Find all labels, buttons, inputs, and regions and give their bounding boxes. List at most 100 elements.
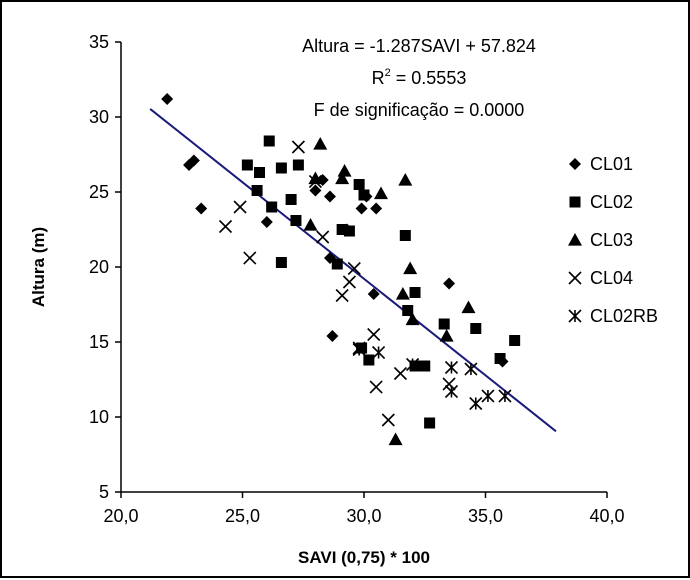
r-squared-prefix: R: [372, 68, 385, 88]
data-point-cl02: [275, 162, 287, 174]
data-point-cl02: [409, 287, 421, 298]
data-point-cl03: [388, 432, 403, 446]
data-point-cl01: [326, 330, 339, 342]
series-cl04: [218, 140, 456, 427]
legend-marker-cl02rb: [568, 309, 582, 323]
y-tick-label: 5: [99, 482, 109, 502]
data-point-cl02: [254, 167, 266, 178]
legend-item-cl04: CL04: [568, 268, 633, 288]
data-point-cl02: [438, 318, 450, 330]
r-squared-label: R2 = 0.5553: [372, 67, 467, 88]
data-point-cl04: [347, 261, 361, 276]
data-points: [161, 93, 521, 446]
data-point-cl02: [343, 225, 355, 237]
data-point-cl02rb: [372, 345, 386, 360]
data-point-cl02: [353, 179, 365, 190]
data-point-cl04: [442, 377, 456, 391]
data-point-cl04: [335, 288, 349, 303]
data-point-cl02rb: [469, 396, 483, 411]
data-point-cl03: [403, 261, 418, 275]
legend-item-cl02: CL02: [569, 192, 633, 212]
y-tick-label: 35: [89, 32, 109, 52]
data-point-cl04: [316, 230, 330, 244]
data-point-cl01: [187, 154, 200, 167]
data-point-cl04: [233, 200, 247, 214]
series-cl03: [303, 137, 476, 446]
legend-label-cl02: CL02: [590, 192, 633, 212]
data-point-cl03: [313, 137, 328, 150]
data-point-cl02rb: [406, 357, 420, 372]
legend-marker-cl01: [569, 158, 581, 170]
data-point-cl03: [461, 300, 476, 314]
data-point-cl02: [266, 201, 278, 213]
regression-annotation: Altura = -1.287SAVI + 57.824 R2 = 0.5553…: [302, 36, 536, 120]
data-point-cl01: [309, 184, 322, 197]
data-point-cl02: [419, 360, 431, 372]
legend-marker-cl03: [568, 233, 582, 246]
data-point-cl02rb: [352, 342, 366, 357]
data-point-cl03: [395, 287, 410, 300]
data-point-cl01: [323, 190, 336, 203]
data-point-cl02rb: [464, 362, 478, 376]
data-point-cl02: [251, 185, 263, 196]
legend-label-cl04: CL04: [590, 268, 633, 288]
data-point-cl02: [399, 230, 411, 241]
y-tick-label: 15: [89, 332, 109, 352]
data-point-cl03: [398, 173, 413, 186]
data-point-cl02: [285, 194, 297, 205]
data-point-cl04: [381, 413, 395, 427]
data-point-cl01: [161, 93, 174, 105]
data-point-cl03: [303, 218, 318, 231]
series-cl01: [161, 93, 509, 368]
data-point-cl02: [275, 257, 287, 268]
data-point-cl02: [424, 417, 436, 429]
data-point-cl01: [370, 202, 383, 215]
data-point-cl03: [374, 186, 389, 200]
y-tick-label: 10: [89, 407, 109, 427]
y-tick-label: 25: [89, 182, 109, 202]
data-point-cl02rb: [481, 389, 495, 403]
data-point-cl04: [218, 219, 233, 234]
data-point-cl02: [290, 215, 302, 226]
series-cl02: [241, 135, 521, 429]
data-point-cl02: [331, 258, 343, 270]
data-point-cl02rb: [498, 389, 512, 403]
legend-item-cl01: CL01: [569, 154, 633, 174]
y-axis-title: Altura (m): [29, 227, 48, 307]
data-point-cl02: [292, 159, 304, 171]
significance-label: F de significação = 0.0000: [314, 100, 525, 120]
legend-item-cl02rb: CL02RB: [568, 306, 658, 326]
data-point-cl02: [509, 335, 521, 346]
data-point-cl01: [355, 202, 368, 215]
data-point-cl04: [369, 380, 383, 394]
data-point-cl01: [260, 216, 273, 228]
data-point-cl03: [308, 171, 323, 185]
y-tick-label: 30: [89, 107, 109, 127]
data-point-cl02: [470, 323, 482, 334]
data-point-cl04: [308, 174, 322, 189]
data-point-cl03: [405, 312, 420, 326]
y-tick-label: 20: [89, 257, 109, 277]
x-tick-label: 20,0: [103, 506, 138, 526]
legend-marker-cl02: [569, 196, 581, 208]
data-point-cl02: [336, 224, 348, 235]
legend-item-cl03: CL03: [568, 230, 633, 250]
data-point-cl03: [337, 164, 352, 177]
data-point-cl02: [494, 353, 506, 364]
data-point-cl04: [342, 275, 356, 289]
data-point-cl03: [335, 171, 350, 185]
series-cl02rb: [352, 342, 512, 411]
data-point-cl04: [291, 140, 305, 154]
data-point-cl02rb: [444, 384, 459, 399]
x-tick-label: 35,0: [468, 506, 503, 526]
legend-label-cl03: CL03: [590, 230, 633, 250]
data-point-cl04: [367, 327, 381, 342]
data-point-cl02: [402, 305, 414, 316]
r-squared-superscript: 2: [385, 67, 391, 79]
data-point-cl04: [243, 251, 257, 265]
data-point-cl01: [195, 202, 208, 215]
x-tick-label: 25,0: [225, 506, 260, 526]
legend-marker-cl04: [568, 271, 582, 285]
